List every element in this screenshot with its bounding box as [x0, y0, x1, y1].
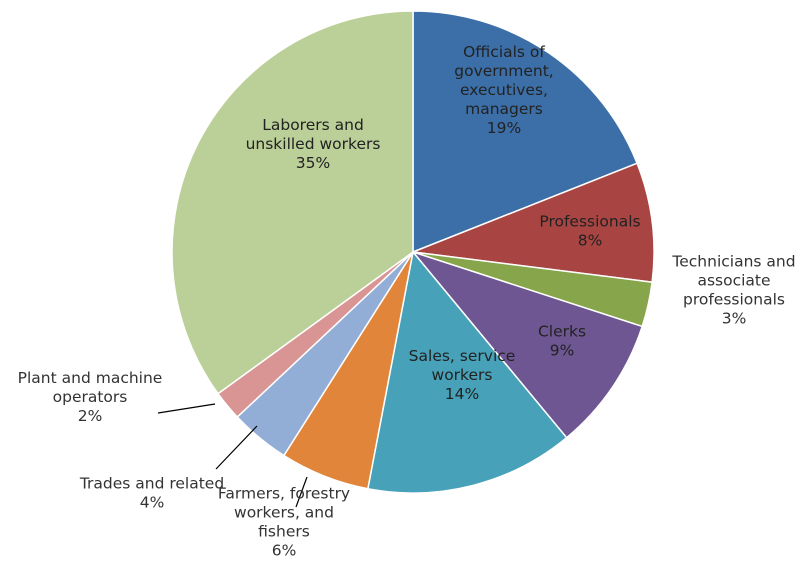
slice-name-line: Laborers and	[262, 116, 364, 134]
slice-name-line: professionals	[683, 291, 785, 309]
slice-name-line: operators	[53, 388, 128, 406]
slice-label-farmers-forestry-workers-and-fishers: Farmers, forestry workers, and fishers 6%	[218, 485, 350, 560]
slice-value-label: 9%	[550, 342, 575, 360]
slice-name-line: executives,	[460, 81, 548, 99]
slice-name-line: Clerks	[538, 323, 586, 341]
slice-name-line: Plant and machine	[18, 369, 163, 387]
slice-label-officials-of-government-executives-managers: Officials of government, executives, manage…	[454, 43, 553, 137]
pie-slice-professionals	[412, 162, 655, 284]
slice-value-label: 14%	[445, 385, 479, 403]
slice-value-label: 4%	[140, 494, 165, 512]
slice-name-line: workers, and	[234, 504, 334, 522]
pie-slice-clerks	[410, 250, 644, 439]
slice-name-line: unskilled workers	[246, 135, 381, 153]
slice-name-line: Farmers, forestry	[218, 485, 350, 503]
slice-value-label: 19%	[487, 119, 521, 137]
slice-name-line: Sales, service	[409, 347, 516, 365]
slice-name-line: Technicians and	[671, 253, 795, 271]
leader-line-farmers-forestry-workers-and-fishers	[295, 476, 308, 508]
slice-labels: Officials of government, executives, manage…	[18, 43, 796, 560]
slice-name-line: Professionals	[539, 213, 640, 231]
slice-value-label: 8%	[578, 232, 603, 250]
pie-slice-sales-service-workers	[366, 250, 568, 494]
slice-value-label: 35%	[296, 154, 330, 172]
leader-line-plant-and-machine-operators	[157, 403, 216, 414]
slice-label-professionals: Professionals 8%	[539, 213, 640, 250]
pie-slices	[171, 10, 655, 494]
slice-value-label: 6%	[272, 542, 297, 560]
slice-name-line: Officials of	[463, 43, 545, 61]
slice-label-sales-service-workers: Sales, service workers 14%	[409, 347, 516, 403]
slice-name-line: Trades and related	[79, 475, 224, 493]
slice-label-technicians-and-associate-professionals: Technicians and associate professionals 3%	[671, 253, 795, 328]
pie-slice-officials-of-government-executives-managers	[412, 10, 639, 254]
slice-name-line: associate	[697, 272, 770, 290]
pie-slice-laborers-and-unskilled-workers	[171, 10, 414, 395]
slice-label-plant-and-machine-operators: Plant and machine operators 2%	[18, 369, 163, 425]
slice-value-label: 2%	[78, 407, 103, 425]
slice-name-line: fishers	[258, 523, 310, 541]
slice-label-clerks: Clerks 9%	[538, 323, 586, 360]
slice-name-line: government,	[454, 62, 553, 80]
leader-line-trades-and-related	[215, 425, 258, 470]
slice-name-line: workers	[432, 366, 493, 384]
leader-lines	[157, 403, 308, 508]
slice-value-label: 3%	[722, 310, 747, 328]
slice-label-trades-and-related: Trades and related 4%	[79, 475, 224, 512]
slice-label-laborers-and-unskilled-workers: Laborers and unskilled workers 35%	[246, 116, 381, 172]
slice-name-line: managers	[465, 100, 543, 118]
